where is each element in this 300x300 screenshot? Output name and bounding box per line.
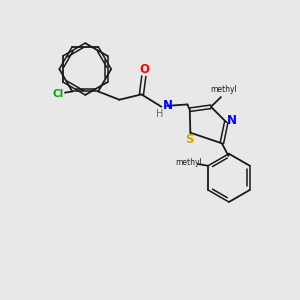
Text: H: H (156, 109, 163, 119)
Text: Cl: Cl (53, 89, 64, 99)
Text: O: O (140, 63, 149, 76)
Text: S: S (185, 133, 194, 146)
Text: methyl: methyl (175, 158, 202, 167)
Text: methyl: methyl (211, 85, 237, 94)
Text: N: N (163, 99, 173, 112)
Text: N: N (226, 114, 237, 128)
